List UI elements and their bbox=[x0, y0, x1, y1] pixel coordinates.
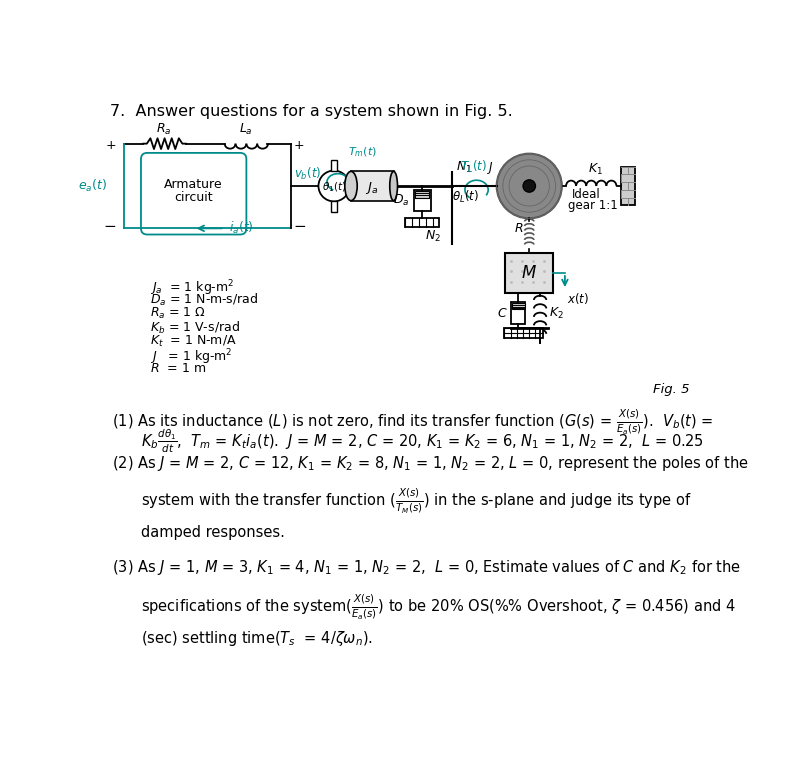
FancyBboxPatch shape bbox=[511, 303, 526, 324]
Text: $R$  = 1 m: $R$ = 1 m bbox=[150, 362, 205, 374]
Text: Ideal: Ideal bbox=[572, 187, 600, 200]
Text: −: − bbox=[103, 219, 117, 234]
Text: $J$   = 1 kg-m$^2$: $J$ = 1 kg-m$^2$ bbox=[150, 348, 232, 367]
Text: 7.  Answer questions for a system shown in Fig. 5.: 7. Answer questions for a system shown i… bbox=[110, 105, 513, 119]
Text: specifications of the system($\frac{X(s)}{E_a(s)}$) to be 20% OS(%% Overshoot, $: specifications of the system($\frac{X(s)… bbox=[141, 594, 736, 622]
FancyBboxPatch shape bbox=[405, 218, 439, 227]
Text: $T_L(t)$: $T_L(t)$ bbox=[459, 158, 486, 175]
Text: $J_a$: $J_a$ bbox=[366, 179, 378, 196]
Circle shape bbox=[496, 154, 561, 218]
Text: (1) As its inductance ($L$) is not zero, find its transfer function ($G(s)$ = $\: (1) As its inductance ($L$) is not zero,… bbox=[112, 408, 713, 437]
Text: $\theta_1(t)$: $\theta_1(t)$ bbox=[322, 181, 347, 194]
FancyBboxPatch shape bbox=[416, 191, 429, 197]
FancyBboxPatch shape bbox=[331, 160, 337, 171]
Text: $J$: $J$ bbox=[487, 160, 494, 176]
FancyBboxPatch shape bbox=[622, 167, 635, 205]
Text: $K_t$  = 1 N-m/A: $K_t$ = 1 N-m/A bbox=[150, 334, 236, 349]
Text: +: + bbox=[293, 139, 305, 151]
Text: $i_a(t)$: $i_a(t)$ bbox=[228, 219, 253, 236]
FancyBboxPatch shape bbox=[351, 172, 393, 200]
Text: $D_a$: $D_a$ bbox=[393, 193, 410, 208]
Text: $L_a$: $L_a$ bbox=[239, 122, 252, 137]
Text: (2) As $J$ = $M$ = 2, $C$ = 12, $K_1$ = $K_2$ = 8, $N_1$ = 1, $N_2$ = 2, $L$ = 0: (2) As $J$ = $M$ = 2, $C$ = 12, $K_1$ = … bbox=[112, 454, 749, 473]
Text: (3) As $J$ = 1, $M$ = 3, $K_1$ = 4, $N_1$ = 1, $N_2$ = 2,  $L$ = 0, Estimate val: (3) As $J$ = 1, $M$ = 3, $K_1$ = 4, $N_1… bbox=[112, 558, 741, 577]
Text: $R_a$ = 1 $\Omega$: $R_a$ = 1 $\Omega$ bbox=[150, 306, 205, 321]
Text: $K_1$: $K_1$ bbox=[588, 162, 603, 177]
Text: −: − bbox=[293, 219, 306, 234]
Text: $v_b(t)$: $v_b(t)$ bbox=[293, 166, 321, 183]
Text: $K_2$: $K_2$ bbox=[550, 307, 564, 321]
Text: circuit: circuit bbox=[174, 190, 213, 204]
Text: $N_2$: $N_2$ bbox=[424, 229, 441, 244]
Text: $M$: $M$ bbox=[521, 264, 537, 282]
FancyBboxPatch shape bbox=[331, 201, 337, 212]
Text: $D_a$ = 1 N-m-s/rad: $D_a$ = 1 N-m-s/rad bbox=[150, 292, 258, 308]
Text: $x(t)$: $x(t)$ bbox=[567, 292, 589, 307]
Ellipse shape bbox=[389, 172, 397, 200]
Text: $K_b\frac{d\theta_1}{dt}$,  $T_m$ = $K_ti_a(t)$.  $J$ = $M$ = 2, $C$ = 20, $K_1$: $K_b\frac{d\theta_1}{dt}$, $T_m$ = $K_ti… bbox=[141, 427, 704, 455]
Text: $R$: $R$ bbox=[514, 222, 523, 236]
Text: gear 1:1: gear 1:1 bbox=[568, 199, 618, 212]
Text: $e_a(t)$: $e_a(t)$ bbox=[78, 178, 107, 194]
Text: +: + bbox=[105, 139, 117, 151]
Text: $K_b$ = 1 V-s/rad: $K_b$ = 1 V-s/rad bbox=[150, 320, 239, 336]
Text: $T_m(t)$: $T_m(t)$ bbox=[348, 145, 377, 159]
Text: $\theta_L(t)$: $\theta_L(t)$ bbox=[452, 190, 479, 205]
FancyBboxPatch shape bbox=[504, 328, 543, 339]
Text: $N_1$: $N_1$ bbox=[456, 160, 472, 175]
Text: $R_a$: $R_a$ bbox=[156, 122, 172, 137]
Text: $J_a$  = 1 kg-m$^2$: $J_a$ = 1 kg-m$^2$ bbox=[150, 278, 234, 298]
FancyBboxPatch shape bbox=[505, 253, 554, 293]
Text: (sec) settling time($T_s$  = 4/$\zeta\omega_n$).: (sec) settling time($T_s$ = 4/$\zeta\ome… bbox=[141, 629, 373, 647]
Text: Fig. 5: Fig. 5 bbox=[653, 383, 690, 396]
Text: $C$: $C$ bbox=[497, 307, 508, 320]
Text: system with the transfer function ($\frac{X(s)}{T_M(s)}$) in the s-plane and jud: system with the transfer function ($\fra… bbox=[141, 487, 691, 516]
FancyBboxPatch shape bbox=[512, 303, 525, 309]
Circle shape bbox=[523, 180, 535, 192]
Text: damped responses.: damped responses. bbox=[141, 525, 285, 540]
Text: Armature: Armature bbox=[164, 179, 223, 191]
Ellipse shape bbox=[345, 172, 357, 200]
FancyBboxPatch shape bbox=[414, 190, 431, 211]
